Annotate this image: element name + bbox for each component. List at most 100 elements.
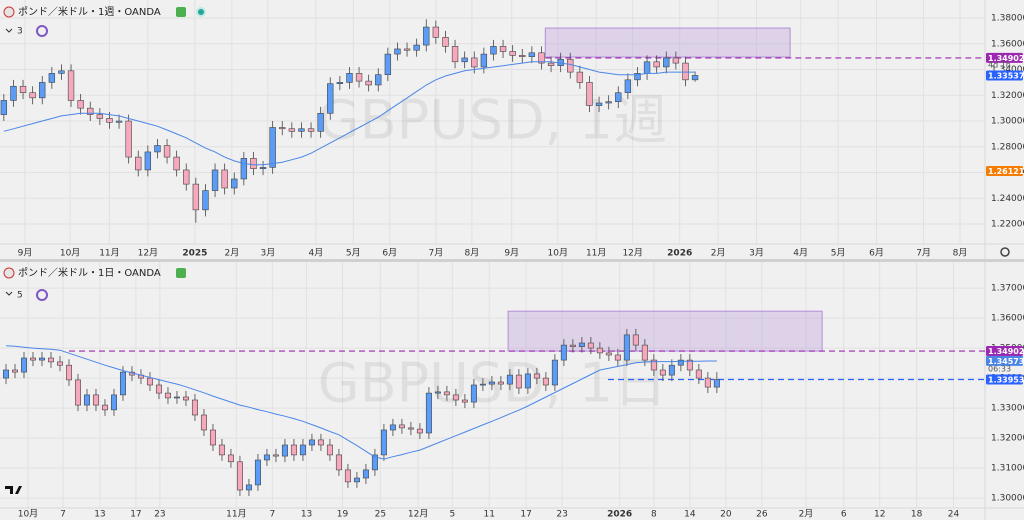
x-tick-label: 23 xyxy=(556,510,567,520)
candle-body xyxy=(327,83,334,114)
candle-body xyxy=(38,357,45,361)
candle-body xyxy=(259,167,267,169)
candle-body xyxy=(650,359,657,371)
candle-body xyxy=(443,391,450,396)
candle-body xyxy=(355,73,363,82)
x-tick-label: 14 xyxy=(684,510,696,520)
x-tick-label: 8月 xyxy=(464,248,479,259)
candle-body xyxy=(416,428,423,434)
candle-body xyxy=(164,392,171,399)
price-label-box xyxy=(986,346,1023,357)
candle-body xyxy=(47,357,54,363)
candle-body xyxy=(19,85,27,94)
candle-body xyxy=(677,359,684,366)
candle-body xyxy=(353,477,360,483)
candle-body xyxy=(695,369,702,379)
candle-body xyxy=(240,158,248,180)
countdown-label: 4d 1h xyxy=(988,60,1011,69)
countdown-label: 06:33 xyxy=(988,365,1011,374)
settings-icon[interactable] xyxy=(1000,247,1010,257)
candle-body xyxy=(77,100,84,109)
price-label: 1.33537 xyxy=(988,71,1024,80)
candle-body xyxy=(74,379,81,406)
candle-body xyxy=(380,429,387,456)
candle-body xyxy=(254,459,261,486)
candle-body xyxy=(56,361,63,366)
candle-body xyxy=(335,454,342,471)
candle-body xyxy=(452,394,459,401)
candle-body xyxy=(451,46,459,63)
plot-area: GBPUSD, 1週 xyxy=(0,0,985,244)
candle-body xyxy=(317,439,324,446)
candle-body xyxy=(211,169,219,191)
candle-body xyxy=(135,156,142,171)
x-tick-label: 19 xyxy=(337,510,349,520)
x-tick-label: 17 xyxy=(520,510,531,520)
candle-body xyxy=(615,92,622,103)
candle-body xyxy=(92,394,99,406)
candle-body xyxy=(101,404,108,411)
y-tick-label: 1.22000 xyxy=(991,220,1024,230)
y-tick-label: 1.34000 xyxy=(991,65,1024,75)
x-tick-label: 6月 xyxy=(382,248,397,259)
candle-body xyxy=(488,381,495,385)
pane-separator[interactable] xyxy=(0,259,1024,262)
candle-body xyxy=(250,158,257,169)
price-label-box xyxy=(986,374,1023,385)
candle-body xyxy=(48,73,56,83)
candle-body xyxy=(281,444,288,457)
candle-body xyxy=(221,169,228,189)
candle-body xyxy=(10,85,17,101)
candle-body xyxy=(87,107,94,115)
candle-body xyxy=(288,128,296,132)
candle-body xyxy=(83,394,90,406)
candle-body xyxy=(12,369,18,373)
candle-body xyxy=(146,377,153,386)
y-tick-label: 1.32000 xyxy=(991,91,1024,101)
x-tick-label: 5月 xyxy=(346,248,361,259)
x-tick-label: 12月 xyxy=(408,509,428,520)
y-tick-label: 1.31000 xyxy=(991,464,1024,474)
x-tick-label: 2026 xyxy=(607,510,632,520)
candle-body xyxy=(398,424,405,429)
candle-body xyxy=(691,75,699,81)
candle-body xyxy=(519,55,526,57)
candle-body xyxy=(202,190,209,211)
moving-average xyxy=(5,345,717,460)
candle-body xyxy=(643,61,651,74)
candle-body xyxy=(533,373,540,379)
candle-body xyxy=(479,383,486,386)
candle-body xyxy=(560,344,567,361)
candle-body xyxy=(115,120,123,123)
candle-body xyxy=(623,334,630,361)
x-tick-label: 8 xyxy=(651,510,657,520)
price-label-box xyxy=(986,52,1023,63)
candle-body xyxy=(497,381,504,385)
candle-body xyxy=(173,156,180,171)
candle-body xyxy=(668,364,675,376)
y-tick-label: 1.24000 xyxy=(991,194,1024,204)
tv-logo[interactable] xyxy=(5,486,22,494)
x-tick-label: 12 xyxy=(874,510,885,520)
candle-body xyxy=(442,37,449,47)
x-tick-label: 25 xyxy=(375,510,386,520)
candle-body xyxy=(461,57,468,63)
watermark: GBPUSD, 1週 xyxy=(318,89,668,152)
candle-body xyxy=(336,82,344,84)
x-tick-label: 3月 xyxy=(260,248,275,259)
candle-body xyxy=(182,396,189,401)
candle-body xyxy=(480,53,488,68)
x-tick-label: 2月 xyxy=(799,509,814,520)
candle-body xyxy=(155,384,162,394)
x-tick-label: 23 xyxy=(154,510,165,520)
candle-body xyxy=(432,26,440,38)
y-tick-label: 1.36000 xyxy=(991,39,1024,49)
candle-body xyxy=(538,52,545,64)
candle-body xyxy=(713,379,720,388)
candle-body xyxy=(423,26,430,46)
candle-body xyxy=(163,145,171,158)
candle-body xyxy=(413,44,420,51)
x-tick-label: 10月 xyxy=(548,248,568,259)
candle-body xyxy=(245,484,252,491)
candle-body xyxy=(576,71,584,83)
